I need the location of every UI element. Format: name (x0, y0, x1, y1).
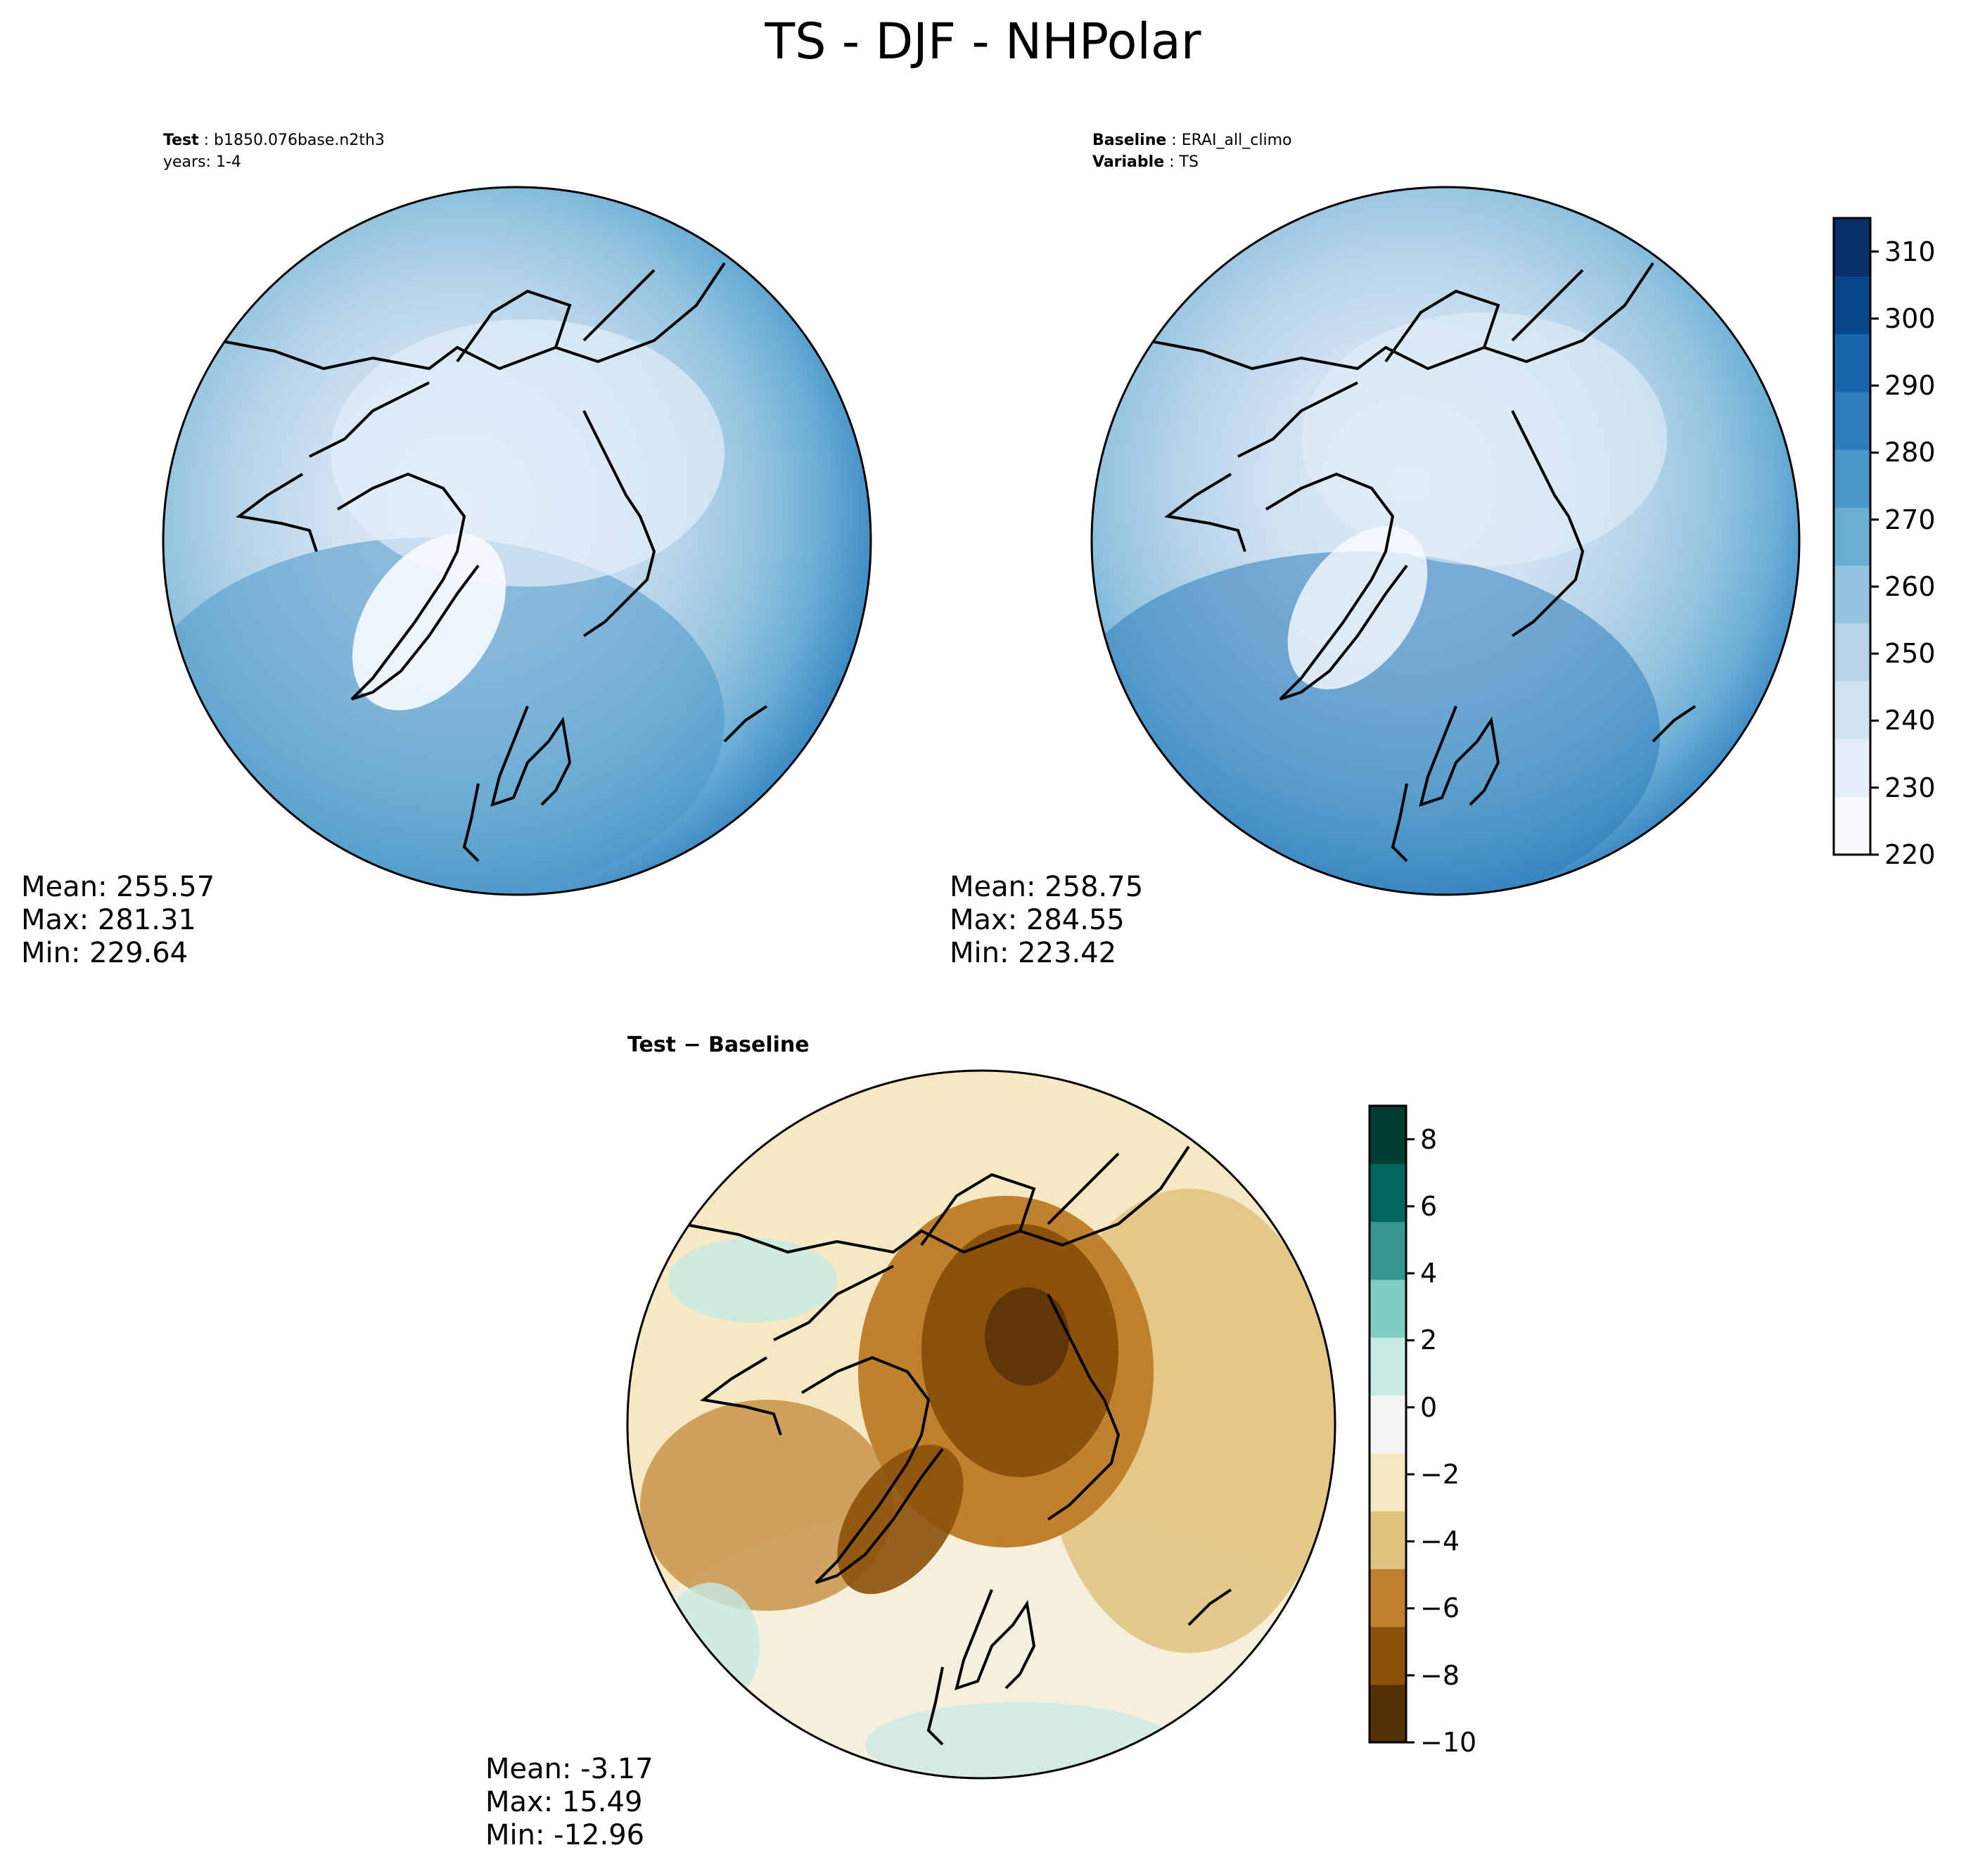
diff-title: Test − Baseline (627, 1033, 810, 1057)
bottom-colorbar-tick-label: −6 (1420, 1593, 1460, 1624)
diff-max: Max: 15.49 (485, 1786, 643, 1818)
top-colorbar-swatch (1834, 218, 1870, 276)
baseline-header: Baseline : ERAI_all_climo Variable : TS (1092, 129, 1291, 173)
test-mean: Mean: 255.57 (21, 871, 215, 903)
bottom-colorbar (1368, 1104, 1415, 1744)
bottom-colorbar-tick-label: 8 (1420, 1123, 1438, 1155)
bottom-colorbar-swatch (1370, 1626, 1406, 1685)
top-colorbar-swatch (1834, 796, 1870, 855)
bottom-colorbar-swatch (1370, 1163, 1406, 1223)
test-min: Min: 229.64 (21, 937, 189, 969)
bottom-colorbar-swatch (1370, 1569, 1406, 1628)
top-colorbar-tick-label: 240 (1884, 705, 1936, 736)
diff-map-greenland-anomaly (837, 1444, 964, 1595)
test-label-sep: : (198, 132, 215, 149)
top-colorbar-swatch (1834, 623, 1870, 682)
bottom-colorbar-tick-label: 0 (1420, 1391, 1438, 1423)
diff-map-arctic-peak (985, 1287, 1069, 1386)
baseline-variable-label: Variable (1092, 153, 1165, 171)
top-colorbar-tick-label: 290 (1884, 370, 1936, 402)
top-colorbar-swatch (1834, 333, 1870, 393)
baseline-label-sep: : (1166, 132, 1182, 149)
bottom-colorbar-tick-label: −4 (1420, 1526, 1460, 1557)
bottom-colorbar-swatch (1370, 1395, 1406, 1454)
bottom-colorbar-tick-label: −10 (1420, 1727, 1477, 1758)
test-years: years: 1-4 (163, 153, 241, 171)
top-colorbar-tick-label: 310 (1884, 236, 1936, 267)
bottom-colorbar-swatch (1370, 1279, 1406, 1338)
bottom-colorbar-tick-label: −8 (1420, 1659, 1460, 1691)
figure-title: TS - DJF - NHPolar (765, 13, 1201, 70)
bottom-colorbar-tick-label: −2 (1420, 1458, 1460, 1490)
bottom-colorbar-swatch (1370, 1510, 1406, 1569)
diff-stats: Mean: -3.17 Max: 15.49 Min: -12.96 (485, 1753, 653, 1852)
baseline-label-bold: Baseline (1092, 132, 1167, 149)
top-colorbar-swatch (1834, 449, 1870, 508)
test-map-greenland (352, 533, 506, 710)
baseline-map (1090, 186, 1801, 896)
top-colorbar-swatch (1834, 391, 1870, 450)
baseline-variable-name: TS (1179, 153, 1199, 171)
bottom-colorbar-tick-label: 2 (1420, 1325, 1438, 1356)
top-colorbar-tick-label: 280 (1884, 437, 1936, 468)
test-map-coastline (217, 262, 768, 862)
baseline-max: Max: 284.55 (950, 904, 1125, 936)
bottom-colorbar-swatch (1370, 1684, 1406, 1743)
bottom-colorbar-tick-label: 4 (1420, 1258, 1438, 1289)
test-map (162, 186, 872, 896)
top-colorbar-swatch (1834, 681, 1870, 740)
baseline-case-name: ERAI_all_climo (1181, 132, 1292, 149)
test-max: Max: 281.31 (21, 904, 196, 936)
test-stats: Mean: 255.57 Max: 281.31 Min: 229.64 (21, 871, 215, 970)
test-map-pole-region (331, 319, 725, 587)
top-colorbar-swatch (1834, 276, 1870, 335)
diff-map-coastline (682, 1145, 1232, 1746)
test-header: Test : b1850.076base.n2th3 years: 1-4 (163, 129, 385, 173)
top-colorbar-tick-label: 270 (1884, 504, 1936, 535)
baseline-min: Min: 223.42 (950, 937, 1117, 969)
top-colorbar-frame (1832, 217, 1872, 856)
test-case-name: b1850.076base.n2th3 (214, 132, 385, 149)
diff-min: Min: -12.96 (485, 1819, 645, 1851)
diff-mean: Mean: -3.17 (485, 1753, 653, 1785)
baseline-mean: Mean: 258.75 (950, 871, 1144, 903)
diff-map (626, 1069, 1336, 1780)
top-colorbar-swatch (1834, 507, 1870, 566)
top-colorbar-tick-label: 230 (1884, 772, 1936, 803)
baseline-stats: Mean: 258.75 Max: 284.55 Min: 223.42 (950, 871, 1143, 970)
top-colorbar-tick-label: 250 (1884, 638, 1936, 670)
top-colorbar-tick-label: 260 (1884, 570, 1936, 602)
test-label-bold: Test (163, 132, 199, 149)
top-colorbar-tick-label: 300 (1884, 302, 1936, 334)
top-colorbar-swatch (1834, 739, 1870, 798)
bottom-colorbar-swatch (1370, 1106, 1406, 1164)
diff-map-positive-anomaly-west (668, 1238, 837, 1322)
top-colorbar-tick-label: 220 (1884, 839, 1936, 870)
baseline-variable-sep: : (1164, 153, 1180, 171)
bottom-colorbar-swatch (1370, 1337, 1406, 1396)
diff-map-positive-anomaly-south (865, 1702, 1175, 1778)
diff-map-americas-anomaly (640, 1400, 893, 1611)
bottom-colorbar-tick-label: 6 (1420, 1190, 1438, 1222)
bottom-colorbar-swatch (1370, 1221, 1406, 1280)
bottom-colorbar-swatch (1370, 1453, 1406, 1512)
baseline-map-coastline (1146, 262, 1697, 862)
bottom-colorbar-frame (1368, 1104, 1408, 1744)
top-colorbar-swatch (1834, 565, 1870, 624)
baseline-map-pole-region (1301, 312, 1667, 566)
top-colorbar (1832, 217, 1879, 856)
